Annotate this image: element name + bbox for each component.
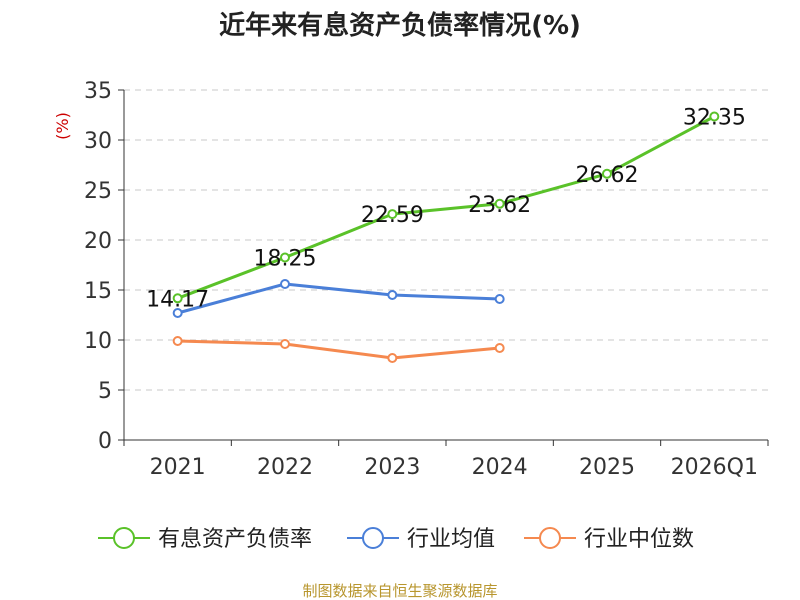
data-label: 18.25 — [254, 247, 317, 272]
data-point — [494, 198, 505, 209]
legend-label: 有息资产负债率 — [158, 527, 312, 552]
data-point — [172, 336, 183, 346]
series-line — [177, 339, 500, 360]
source-note: 制图数据来自恒生聚源数据库 — [302, 582, 497, 600]
y-tick-label: 10 — [84, 329, 112, 354]
y-tick-label: 15 — [84, 279, 112, 304]
data-point — [280, 279, 290, 289]
x-tick-label: 2025 — [579, 455, 635, 480]
data-point — [387, 290, 398, 300]
data-point — [280, 252, 290, 263]
series-line — [177, 282, 500, 315]
legend-label: 行业中位数 — [584, 527, 694, 552]
data-label: 32.35 — [683, 106, 746, 131]
x-tick-label: 2022 — [257, 455, 313, 480]
y-tick-label: 35 — [84, 79, 112, 104]
legend-marker — [539, 527, 561, 549]
grid-lines — [124, 89, 768, 391]
data-point — [280, 339, 290, 349]
y-tick-label: 5 — [98, 379, 112, 404]
y-tick-label: 25 — [84, 179, 112, 204]
data-point — [709, 111, 720, 122]
x-tick-label: 2024 — [472, 455, 528, 480]
data-point — [494, 343, 505, 353]
data-labels: 14.17 18.25 22.59 23.62 26.62 32.35 — [146, 106, 746, 313]
chart-title: 近年来有息资产负债率情况(%) — [219, 10, 581, 41]
data-label: 14.17 — [146, 287, 209, 312]
legend-label: 行业均值 — [407, 527, 495, 552]
y-axis-unit: (%) — [53, 112, 72, 140]
legend-marker — [113, 527, 135, 549]
x-tick-label: 2026Q1 — [671, 455, 758, 480]
legend[interactable]: 有息资产负债率 行业均值 行业中位数 — [98, 527, 694, 552]
data-point — [172, 293, 183, 304]
data-label: 22.59 — [361, 203, 424, 228]
x-tick-label: 2021 — [150, 455, 206, 480]
data-point — [387, 209, 398, 220]
data-point — [602, 168, 612, 179]
data-point — [172, 308, 183, 318]
series — [172, 111, 720, 363]
series-line — [177, 115, 716, 300]
y-tick-label: 30 — [84, 129, 112, 154]
data-point — [494, 294, 505, 304]
data-point — [387, 353, 398, 363]
data-label: 26.62 — [576, 163, 639, 188]
x-tick-label: 2023 — [364, 455, 420, 480]
legend-marker — [362, 527, 384, 549]
data-label: 23.62 — [468, 193, 531, 218]
y-tick-label: 20 — [84, 229, 112, 254]
y-tick-label: 0 — [98, 429, 112, 454]
